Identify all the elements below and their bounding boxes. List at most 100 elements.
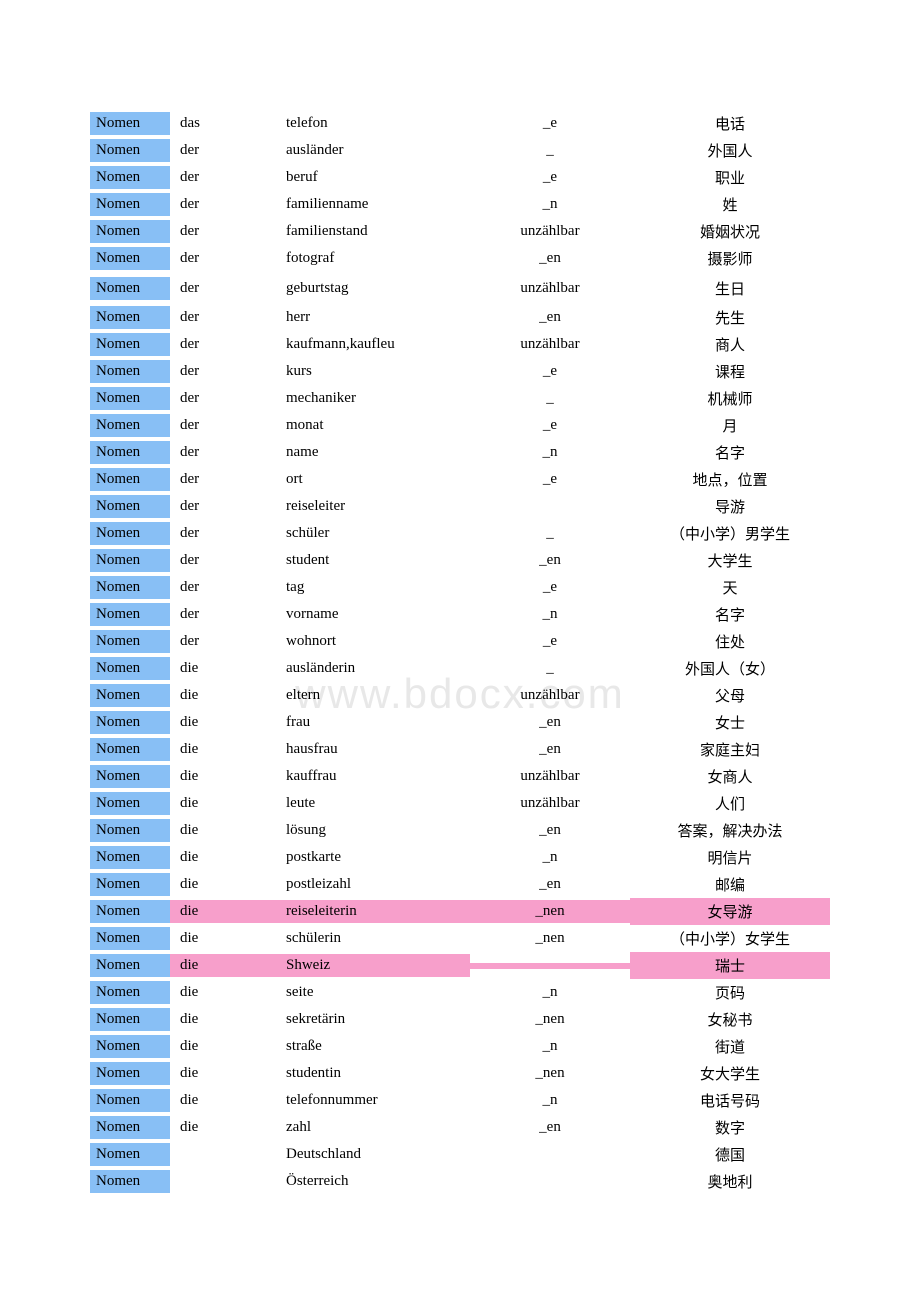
table-row: Nomendieausländerin_外国人（女） xyxy=(90,655,830,682)
table-row: Nomendietelefonnummer_n电话号码 xyxy=(90,1087,830,1114)
word-type-cell: Nomen xyxy=(90,792,170,815)
german-word-cell: postkarte xyxy=(280,846,470,869)
word-type-cell: Nomen xyxy=(90,306,170,329)
article-cell: die xyxy=(170,1008,280,1031)
plural-cell: _en xyxy=(470,711,630,734)
article-cell: der xyxy=(170,139,280,162)
article-cell xyxy=(170,1179,280,1185)
german-word-cell: reiseleiter xyxy=(280,495,470,518)
german-word-cell: geburtstag xyxy=(280,277,470,300)
table-row: Nomenderkaufmann,kaufleuunzählbar商人 xyxy=(90,331,830,358)
word-type-cell: Nomen xyxy=(90,900,170,923)
article-cell: der xyxy=(170,306,280,329)
translation-cell: （中小学）男学生 xyxy=(630,520,830,547)
german-word-cell: mechaniker xyxy=(280,387,470,410)
page-container: www.bdocx.com Nomendastelefon_e电话Nomende… xyxy=(90,110,830,1195)
german-word-cell: seite xyxy=(280,981,470,1004)
german-word-cell: ort xyxy=(280,468,470,491)
table-row: Nomenderfamilienname_n姓 xyxy=(90,191,830,218)
plural-cell: _en xyxy=(470,549,630,572)
article-cell: die xyxy=(170,873,280,896)
table-row: Nomenderkurs_e课程 xyxy=(90,358,830,385)
translation-cell: 页码 xyxy=(630,979,830,1006)
article-cell: der xyxy=(170,220,280,243)
german-word-cell: zahl xyxy=(280,1116,470,1139)
word-type-cell: Nomen xyxy=(90,360,170,383)
plural-cell: _en xyxy=(470,1116,630,1139)
plural-cell: _en xyxy=(470,873,630,896)
word-type-cell: Nomen xyxy=(90,220,170,243)
translation-cell: 导游 xyxy=(630,493,830,520)
translation-cell: 外国人（女） xyxy=(630,655,830,682)
article-cell: der xyxy=(170,603,280,626)
word-type-cell: Nomen xyxy=(90,166,170,189)
german-word-cell: straße xyxy=(280,1035,470,1058)
word-type-cell: Nomen xyxy=(90,522,170,545)
word-type-cell: Nomen xyxy=(90,414,170,437)
word-type-cell: Nomen xyxy=(90,139,170,162)
word-type-cell: Nomen xyxy=(90,1170,170,1193)
table-row: Nomendiezahl_en数字 xyxy=(90,1114,830,1141)
table-row: Nomendergeburtstagunzählbar生日 xyxy=(90,272,830,304)
plural-cell: _nen xyxy=(470,927,630,950)
german-word-cell: herr xyxy=(280,306,470,329)
table-row: NomenDeutschland德国 xyxy=(90,1141,830,1168)
plural-cell: _ xyxy=(470,522,630,545)
translation-cell: 电话 xyxy=(630,110,830,137)
plural-cell: _n xyxy=(470,1035,630,1058)
table-row: Nomendiestraße_n街道 xyxy=(90,1033,830,1060)
translation-cell: 生日 xyxy=(630,275,830,302)
article-cell: der xyxy=(170,360,280,383)
word-type-cell: Nomen xyxy=(90,927,170,950)
article-cell: die xyxy=(170,1035,280,1058)
word-type-cell: Nomen xyxy=(90,765,170,788)
table-row: Nomendiekauffrauunzählbar女商人 xyxy=(90,763,830,790)
translation-cell: 名字 xyxy=(630,601,830,628)
translation-cell: 外国人 xyxy=(630,137,830,164)
translation-cell: 明信片 xyxy=(630,844,830,871)
german-word-cell: ausländerin xyxy=(280,657,470,680)
table-row: Nomenderfamilienstandunzählbar婚姻状况 xyxy=(90,218,830,245)
plural-cell: _en xyxy=(470,247,630,270)
article-cell: der xyxy=(170,495,280,518)
plural-cell: _e xyxy=(470,112,630,135)
translation-cell: 女秘书 xyxy=(630,1006,830,1033)
translation-cell: 住处 xyxy=(630,628,830,655)
table-row: Nomenderreiseleiter导游 xyxy=(90,493,830,520)
german-word-cell: lösung xyxy=(280,819,470,842)
plural-cell: _en xyxy=(470,738,630,761)
word-type-cell: Nomen xyxy=(90,576,170,599)
word-type-cell: Nomen xyxy=(90,1143,170,1166)
word-type-cell: Nomen xyxy=(90,1035,170,1058)
german-word-cell: telefon xyxy=(280,112,470,135)
table-row: Nomenderwohnort_e住处 xyxy=(90,628,830,655)
plural-cell: _n xyxy=(470,846,630,869)
german-word-cell: fotograf xyxy=(280,247,470,270)
article-cell xyxy=(170,1152,280,1158)
plural-cell: unzählbar xyxy=(470,277,630,300)
plural-cell: _e xyxy=(470,414,630,437)
table-row: NomendieShweiz瑞士 xyxy=(90,952,830,979)
table-row: Nomenderstudent_en大学生 xyxy=(90,547,830,574)
word-type-cell: Nomen xyxy=(90,603,170,626)
german-word-cell: studentin xyxy=(280,1062,470,1085)
german-word-cell: kauffrau xyxy=(280,765,470,788)
article-cell: der xyxy=(170,630,280,653)
article-cell: die xyxy=(170,981,280,1004)
german-word-cell: Deutschland xyxy=(280,1143,470,1166)
word-type-cell: Nomen xyxy=(90,277,170,300)
word-type-cell: Nomen xyxy=(90,819,170,842)
translation-cell: 瑞士 xyxy=(630,952,830,979)
table-row: NomenÖsterreich奥地利 xyxy=(90,1168,830,1195)
article-cell: der xyxy=(170,441,280,464)
article-cell: die xyxy=(170,1116,280,1139)
article-cell: der xyxy=(170,277,280,300)
article-cell: die xyxy=(170,900,280,923)
german-word-cell: schülerin xyxy=(280,927,470,950)
table-row: Nomendieleuteunzählbar人们 xyxy=(90,790,830,817)
translation-cell: 地点，位置 xyxy=(630,466,830,493)
article-cell: die xyxy=(170,684,280,707)
translation-cell: 女士 xyxy=(630,709,830,736)
german-word-cell: wohnort xyxy=(280,630,470,653)
german-word-cell: ausländer xyxy=(280,139,470,162)
